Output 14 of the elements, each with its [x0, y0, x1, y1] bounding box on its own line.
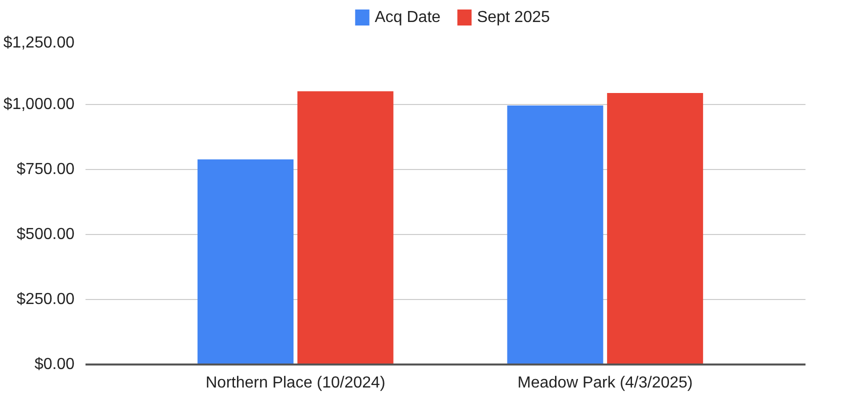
legend-label: Sept 2025: [476, 9, 550, 26]
y-tick-label: $750.00: [16, 161, 75, 178]
x-tick-label: Meadow Park (4/3/2025): [518, 374, 693, 392]
bar: [297, 91, 394, 364]
bar: [198, 159, 294, 364]
y-tick-label: $250.00: [16, 291, 75, 308]
y-tick-label: $0.00: [34, 356, 75, 373]
y-tick-label: $500.00: [16, 226, 75, 243]
bar: [507, 106, 604, 364]
legend-label: Acq Date: [374, 9, 441, 26]
y-tick-label: $1,000.00: [3, 96, 75, 113]
y-tick-label: $1,250.00: [3, 34, 75, 52]
x-tick-label: Northern Place (10/2024): [206, 374, 386, 392]
bar: [607, 93, 704, 364]
